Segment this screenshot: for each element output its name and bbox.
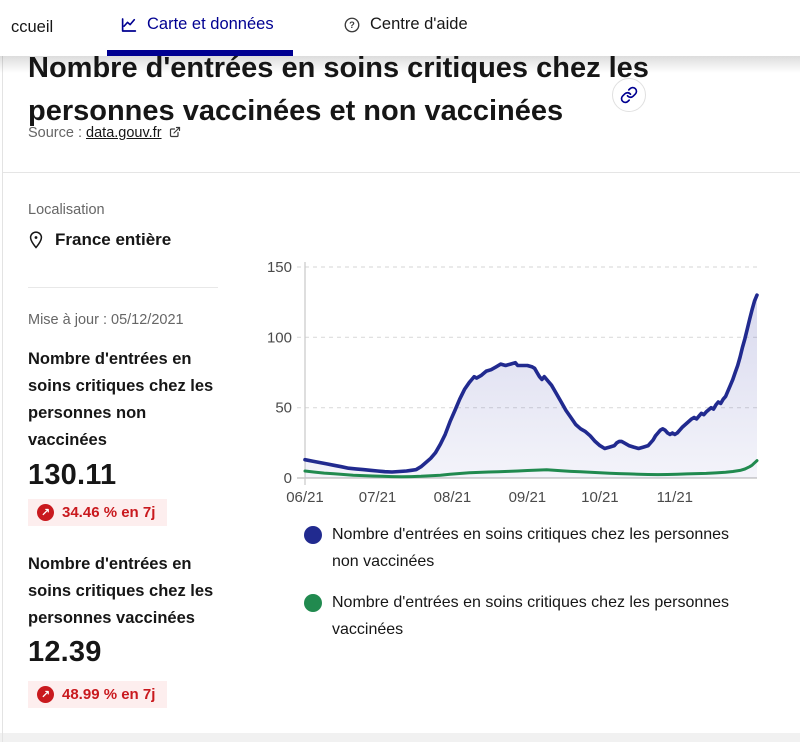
location-value: France entière — [55, 230, 172, 249]
svg-text:50: 50 — [275, 400, 292, 417]
tab-carte-label: Carte et données — [147, 15, 274, 33]
legend-label-vaccinated: Nombre d'entrées en soins critiques chez… — [332, 594, 730, 638]
svg-text:150: 150 — [267, 259, 292, 276]
source-link[interactable]: data.gouv.fr — [86, 125, 162, 141]
legend-dot-blue — [304, 526, 322, 544]
svg-text:07/21: 07/21 — [359, 489, 397, 506]
legend-item-unvaccinated: Nombre d'entrées en soins critiques chez… — [304, 521, 744, 575]
stat-unvaccinated-value: 130.11 — [28, 459, 117, 491]
localisation-label: Localisation — [28, 202, 105, 218]
stat-vaccinated-value: 12.39 — [28, 636, 102, 668]
source-label: Source : — [28, 125, 82, 141]
active-tab-underline — [107, 50, 293, 56]
page-title: Nombre d'entrées en soins critiques chez… — [28, 47, 728, 133]
svg-text:100: 100 — [267, 329, 292, 346]
page-title-line2: personnes vaccinées et non vaccinées — [28, 95, 564, 128]
source-row: Source : data.gouv.fr — [28, 125, 181, 142]
critical-care-chart[interactable]: 0 50 100 150 06/21 07/21 08/21 09/21 10/21 11/21 — [262, 250, 784, 518]
tab-aide-label: Centre d'aide — [370, 15, 468, 33]
stat-vaccinated-delta: 48.99 % en 7j — [62, 686, 156, 703]
content-left-border — [2, 56, 3, 742]
external-link-icon — [169, 126, 181, 142]
svg-text:11/21: 11/21 — [657, 489, 693, 506]
arrow-up-right-icon: ↗ — [37, 504, 54, 521]
arrow-up-right-icon: ↗ — [37, 686, 54, 703]
legend-dot-green — [304, 594, 322, 612]
location-value-row: France entière — [26, 230, 171, 250]
line-chart-icon — [120, 16, 138, 34]
svg-text:09/21: 09/21 — [509, 489, 547, 506]
stat-vaccinated-delta-badge: ↗ 48.99 % en 7j — [28, 681, 168, 708]
last-updated: Mise à jour : 05/12/2021 — [28, 312, 184, 328]
stat-unvaccinated-delta-badge: ↗ 34.46 % en 7j — [28, 499, 168, 526]
nav-home-link[interactable]: ccueil — [11, 18, 54, 36]
stat-vaccinated-title: Nombre d'entrées en soins critiques chez… — [28, 555, 214, 627]
question-circle-icon: ? — [343, 16, 361, 34]
copy-link-button[interactable] — [612, 78, 646, 112]
svg-text:?: ? — [349, 20, 355, 30]
stat-unvaccinated-delta: 34.46 % en 7j — [62, 504, 156, 521]
legend-label-unvaccinated: Nombre d'entrées en soins critiques chez… — [332, 526, 730, 570]
svg-text:0: 0 — [284, 470, 292, 487]
stat-unvaccinated-title: Nombre d'entrées en soins critiques chez… — [28, 350, 214, 449]
svg-text:08/21: 08/21 — [434, 489, 472, 506]
header-shadow — [0, 56, 800, 73]
chart-legend: Nombre d'entrées en soins critiques chez… — [304, 521, 744, 657]
link-chain-icon — [620, 86, 638, 104]
tab-centre-aide[interactable]: ? Centre d'aide — [343, 15, 468, 34]
svg-text:06/21: 06/21 — [286, 489, 324, 506]
page-title-line1: Nombre d'entrées en soins critiques chez… — [28, 47, 728, 90]
footer-strip — [0, 733, 800, 742]
legend-item-vaccinated: Nombre d'entrées en soins critiques chez… — [304, 589, 744, 643]
svg-text:10/21: 10/21 — [581, 489, 619, 506]
map-pin-icon — [26, 230, 46, 250]
sidebar-divider — [28, 287, 218, 288]
section-divider — [3, 172, 800, 173]
top-nav-bar: ccueil Carte et données ? Centre d'aide — [0, 0, 800, 56]
tab-carte-et-donnees[interactable]: Carte et données — [120, 15, 274, 34]
